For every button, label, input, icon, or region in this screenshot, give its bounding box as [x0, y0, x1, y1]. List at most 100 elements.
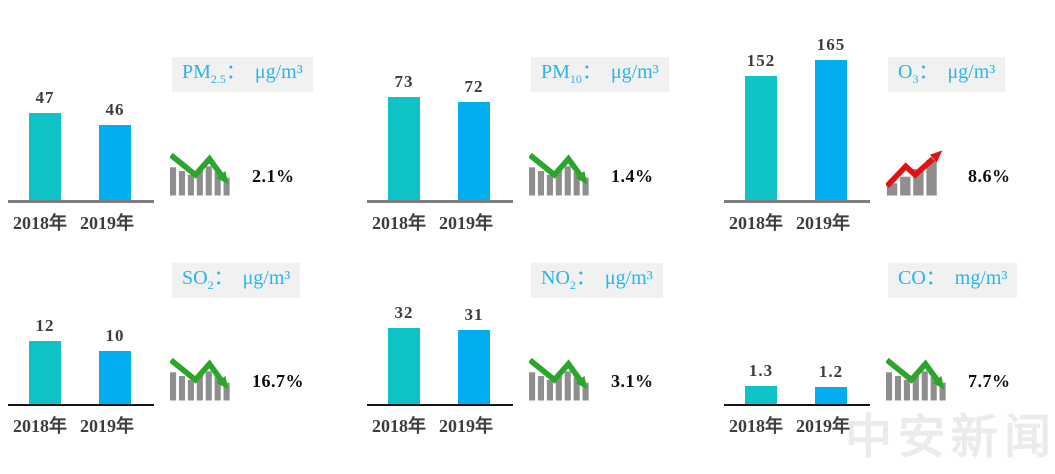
- change-percent: 2.1%: [252, 165, 295, 186]
- bar-2019: [815, 387, 847, 404]
- trend-indicator: 1.4%: [529, 148, 654, 196]
- year-label-2019: 2019年: [796, 416, 850, 436]
- bar-2019: [458, 102, 490, 200]
- bar-value-2018: 12: [35, 316, 55, 335]
- bar-value-2019: 46: [105, 100, 125, 119]
- bar-group-2019: 165: [815, 36, 847, 200]
- bar-value-2018: 152: [746, 51, 776, 70]
- pollutant-unit-label: SO2： μg/m³: [172, 263, 301, 299]
- bar-value-2019: 31: [464, 305, 484, 324]
- pollutant-name: O: [898, 61, 913, 83]
- bar-value-2019: 165: [816, 35, 846, 54]
- year-label-2018: 2018年: [372, 416, 426, 436]
- year-label-2018: 2018年: [13, 213, 67, 233]
- bar-2019: [458, 330, 490, 404]
- bar-group-2018: 32: [388, 304, 420, 404]
- trend-indicator: 7.7%: [886, 353, 1011, 401]
- trend-down-icon: [170, 148, 232, 196]
- year-label-2018: 2018年: [372, 213, 426, 233]
- watermark: 中安新闻: [845, 410, 1055, 465]
- pollutant-unit-label: PM2.5： μg/m³: [172, 57, 313, 93]
- change-percent: 8.6%: [968, 165, 1011, 186]
- bar-chart: 47 46 2018年 2019年: [8, 89, 154, 232]
- bar-chart: 32 31 2018年 2019年: [367, 304, 513, 435]
- trend-indicator: 2.1%: [170, 148, 295, 196]
- unit-text: μg/m³: [254, 61, 303, 83]
- pollutant-name: NO: [541, 267, 570, 289]
- pollutant-unit-label: O3： μg/m³: [888, 57, 1006, 93]
- pollutant-unit-label: PM10： μg/m³: [531, 57, 669, 93]
- pollutant-name: PM: [541, 61, 570, 83]
- trend-down-icon: [529, 353, 591, 401]
- bar-value-2018: 1.3: [748, 361, 774, 380]
- unit-text: μg/m³: [242, 267, 291, 289]
- bar-2018: [388, 97, 420, 200]
- trend-up-icon: [886, 148, 948, 196]
- bar-2018: [745, 386, 777, 404]
- trend-down-icon: [886, 353, 948, 401]
- bar-chart: 1.3 1.2 2018年 2019年: [724, 362, 870, 435]
- bar-group-2018: 1.3: [745, 362, 777, 404]
- axis-baseline: [8, 200, 154, 203]
- label-colon: ：: [575, 267, 596, 289]
- panel-pm10: 73 72 2018年 2019年 PM10： μg/m³: [350, 0, 700, 237]
- pollutant-subscript: 10: [569, 72, 582, 86]
- trend-down-icon: [529, 148, 591, 196]
- axis-baseline: [724, 200, 870, 203]
- label-colon: ：: [925, 267, 946, 289]
- bar-group-2018: 47: [29, 89, 61, 200]
- bar-group-2019: 72: [458, 78, 490, 200]
- bar-value-2018: 32: [394, 303, 414, 322]
- pollutant-unit-label: CO： mg/m³: [888, 263, 1018, 299]
- axis-baseline: [367, 404, 513, 406]
- change-percent: 3.1%: [611, 370, 654, 391]
- unit-text: μg/m³: [947, 61, 996, 83]
- panel-pm25: 47 46 2018年 2019年 PM2.5： μg/m³: [0, 0, 350, 237]
- bar-group-2019: 1.2: [815, 363, 847, 404]
- bar-2018: [388, 328, 420, 404]
- pollutant-subscript: 2: [207, 278, 214, 292]
- bar-value-2019: 10: [105, 326, 125, 345]
- label-colon: ：: [581, 61, 602, 83]
- bar-group-2019: 10: [99, 327, 131, 404]
- bar-chart: 152 165 2018年 2019年: [724, 36, 870, 232]
- pollutant-name: CO: [898, 267, 926, 289]
- panel-o3: 152 165 2018年 2019年 O3： μg/m³: [700, 0, 1055, 237]
- axis-baseline: [8, 404, 154, 406]
- bar-value-2019: 1.2: [818, 362, 844, 381]
- pollutant-subscript: 2: [569, 278, 576, 292]
- year-label-2018: 2018年: [729, 416, 783, 436]
- year-label-2019: 2019年: [80, 416, 134, 436]
- pollutant-unit-label: NO2： μg/m³: [531, 263, 663, 299]
- pollutant-subscript: 3: [912, 72, 919, 86]
- label-colon: ：: [225, 61, 246, 83]
- panel-so2: 12 10 2018年 2019年 SO2： μg/m³: [0, 237, 350, 474]
- bar-2018: [29, 341, 61, 404]
- bar-value-2018: 73: [394, 72, 414, 91]
- axis-baseline: [367, 200, 513, 203]
- unit-text: μg/m³: [604, 267, 653, 289]
- year-label-2018: 2018年: [729, 213, 783, 233]
- unit-text: μg/m³: [610, 61, 659, 83]
- bar-group-2018: 12: [29, 317, 61, 404]
- change-percent: 7.7%: [968, 370, 1011, 391]
- year-label-2019: 2019年: [439, 213, 493, 233]
- trend-indicator: 8.6%: [886, 148, 1011, 196]
- panel-no2: 32 31 2018年 2019年 NO2： μg/m³: [350, 237, 700, 474]
- trend-indicator: 16.7%: [170, 353, 304, 401]
- bar-2019: [815, 60, 847, 200]
- year-label-2019: 2019年: [439, 416, 493, 436]
- bar-chart: 73 72 2018年 2019年: [367, 73, 513, 232]
- bar-group-2019: 31: [458, 306, 490, 404]
- bar-chart: 12 10 2018年 2019年: [8, 317, 154, 435]
- bar-group-2019: 46: [99, 101, 131, 200]
- year-label-2018: 2018年: [13, 416, 67, 436]
- bar-2018: [29, 113, 61, 200]
- change-percent: 1.4%: [611, 165, 654, 186]
- label-colon: ：: [918, 61, 939, 83]
- bar-value-2018: 47: [35, 88, 55, 107]
- change-percent: 16.7%: [252, 370, 304, 391]
- bar-2018: [745, 76, 777, 200]
